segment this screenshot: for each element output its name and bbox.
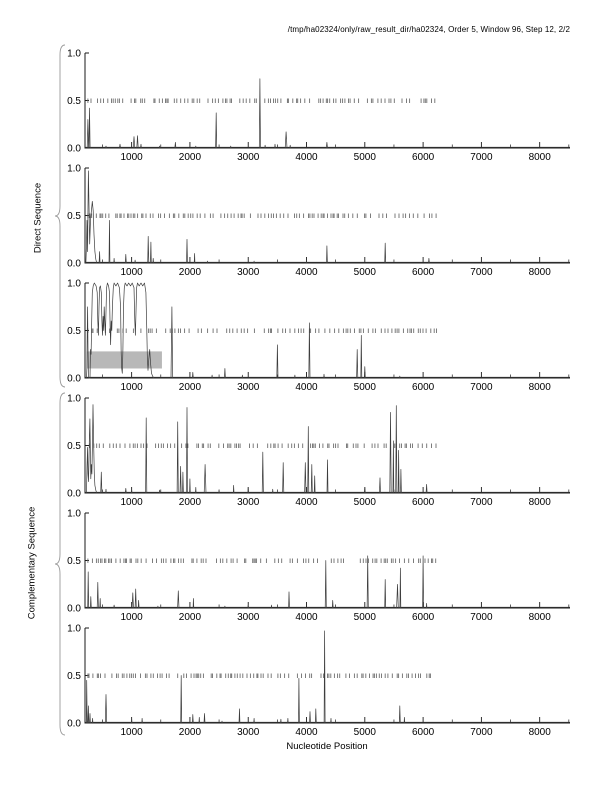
x-tick-label: 4000: [295, 267, 318, 278]
x-tick-label: 4000: [295, 497, 318, 508]
x-tick-label: 5000: [354, 152, 377, 163]
x-tick-label: 4000: [295, 152, 318, 163]
x-tick-label: 8000: [529, 152, 552, 163]
x-tick-label: 5000: [354, 727, 377, 738]
signal-spikes: [170, 306, 401, 379]
x-tick-label: 8000: [529, 612, 552, 623]
marker-row: [87, 213, 437, 218]
signal-trace: [85, 170, 98, 264]
axis-frame: [84, 513, 570, 609]
x-tick-label: 7000: [470, 382, 493, 393]
x-tick-label: 5000: [354, 612, 377, 623]
x-tick-label: 8000: [529, 497, 552, 508]
x-tick-label: 6000: [412, 497, 435, 508]
y-tick-label: 0.5: [67, 556, 81, 567]
y-tick-label: 0.0: [67, 259, 81, 270]
y-tick-label: 1.0: [67, 164, 81, 175]
y-tick-label: 0.0: [67, 489, 81, 500]
x-tick-label: 2000: [179, 152, 202, 163]
direct-group-brace: [54, 44, 66, 388]
x-tick-label: 1000: [121, 152, 144, 163]
y-tick-label: 1.0: [67, 279, 81, 290]
signal-trace: [86, 282, 155, 379]
x-axis-title: Nucleotide Position: [286, 741, 368, 752]
x-tick-label: 1000: [121, 497, 144, 508]
y-tick-label: 1.0: [67, 624, 81, 635]
x-tick-label: 4000: [295, 382, 318, 393]
x-tick-label: 1000: [121, 727, 144, 738]
x-tick-label: 2000: [179, 267, 202, 278]
signal-spikes: [87, 555, 428, 609]
x-tick-label: 7000: [470, 612, 493, 623]
y-tick-label: 0.0: [67, 604, 81, 615]
x-tick-label: 3000: [237, 152, 260, 163]
y-tick-label: 1.0: [67, 394, 81, 405]
x-tick-label: 2000: [179, 497, 202, 508]
marker-row: [87, 328, 437, 333]
x-tick-label: 8000: [529, 382, 552, 393]
x-tick-label: 1000: [121, 612, 144, 623]
x-tick-label: 7000: [470, 267, 493, 278]
y-tick-label: 0.5: [67, 441, 81, 452]
x-tick-label: 7000: [470, 497, 493, 508]
marker-row: [89, 443, 437, 448]
axis-frame: [84, 168, 570, 264]
axis-frame: [84, 283, 570, 379]
y-tick-label: 0.0: [67, 719, 81, 730]
x-tick-label: 5000: [354, 497, 377, 508]
signal-spikes: [100, 405, 428, 494]
y-tick-label: 1.0: [67, 509, 81, 520]
y-tick-label: 0.5: [67, 671, 81, 682]
x-tick-label: 5000: [354, 267, 377, 278]
x-tick-label: 3000: [237, 267, 260, 278]
plot-title: /tmp/ha02324/only/raw_result_dir/ha02324…: [287, 25, 570, 34]
x-tick-label: 1000: [121, 267, 144, 278]
y-tick-label: 0.5: [67, 96, 81, 107]
x-tick-label: 4000: [295, 612, 318, 623]
x-tick-label: 1000: [121, 382, 144, 393]
signal-spikes: [86, 78, 328, 149]
x-tick-label: 7000: [470, 727, 493, 738]
x-tick-label: 8000: [529, 727, 552, 738]
y-tick-label: 0.0: [67, 374, 81, 385]
x-tick-label: 7000: [470, 152, 493, 163]
highlight-region: [86, 351, 162, 369]
x-tick-label: 3000: [237, 612, 260, 623]
x-tick-label: 6000: [412, 612, 435, 623]
marker-row: [87, 558, 437, 563]
complementary-group-brace: [54, 392, 66, 736]
x-tick-label: 3000: [237, 727, 260, 738]
signal-spikes: [98, 219, 430, 264]
x-tick-label: 3000: [237, 382, 260, 393]
y-tick-label: 1.0: [67, 49, 81, 60]
y-tick-label: 0.0: [67, 144, 81, 155]
x-tick-label: 6000: [412, 267, 435, 278]
x-tick-label: 2000: [179, 612, 202, 623]
axis-frame: [84, 398, 570, 494]
signal-spikes: [85, 630, 406, 724]
marker-row: [87, 98, 436, 103]
signal-trace: [86, 404, 98, 494]
x-tick-label: 8000: [529, 267, 552, 278]
x-tick-label: 6000: [412, 152, 435, 163]
axis-frame: [84, 628, 570, 724]
x-tick-label: 2000: [179, 382, 202, 393]
x-tick-label: 4000: [295, 727, 318, 738]
y-tick-label: 0.5: [67, 211, 81, 222]
x-tick-label: 2000: [179, 727, 202, 738]
axis-frame: [84, 53, 570, 149]
y-tick-label: 0.5: [67, 326, 81, 337]
marker-row: [87, 673, 431, 678]
x-tick-label: 3000: [237, 497, 260, 508]
x-tick-label: 5000: [354, 382, 377, 393]
x-tick-label: 6000: [412, 382, 435, 393]
x-tick-label: 6000: [412, 727, 435, 738]
